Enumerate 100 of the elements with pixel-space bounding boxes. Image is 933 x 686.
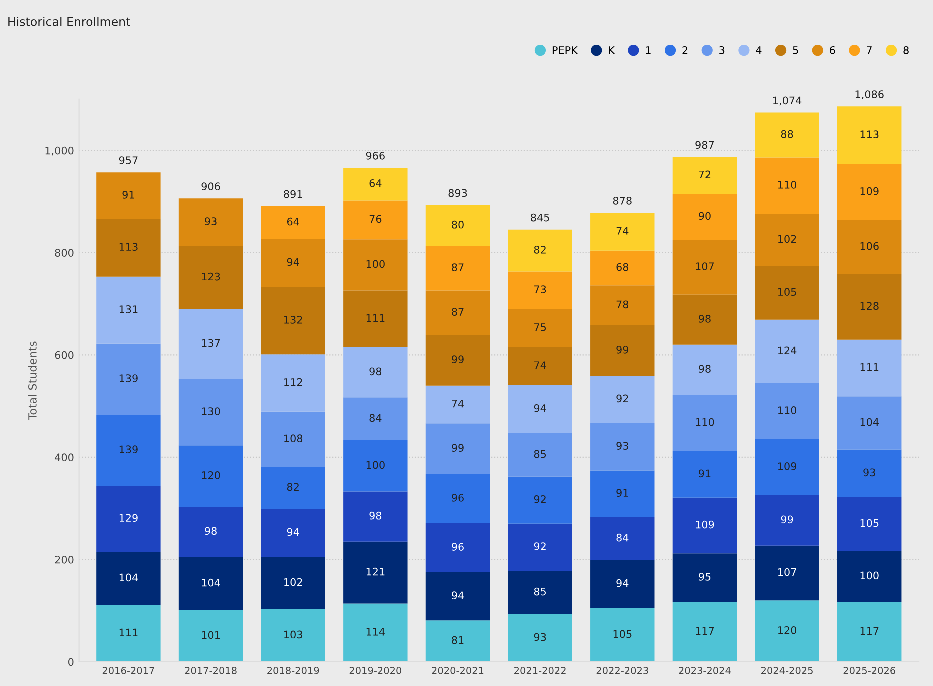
data-label: 68 xyxy=(616,263,629,272)
data-label: 99 xyxy=(781,516,794,524)
bar xyxy=(672,157,738,194)
data-label: 84 xyxy=(616,534,629,542)
data-label: 113 xyxy=(860,130,879,139)
data-label: 110 xyxy=(778,181,797,189)
bar xyxy=(178,610,244,662)
bar xyxy=(590,608,655,662)
bar xyxy=(261,467,326,510)
data-label: 104 xyxy=(860,418,879,426)
data-label: 112 xyxy=(284,378,302,386)
x-tick-label: 2016-2017 xyxy=(102,667,154,674)
data-label: 87 xyxy=(452,264,464,272)
bar xyxy=(261,412,326,468)
data-label: 110 xyxy=(778,406,797,414)
data-label: 93 xyxy=(864,468,876,477)
data-label: 99 xyxy=(452,356,464,364)
bar xyxy=(672,602,738,662)
bar xyxy=(178,379,244,446)
bar xyxy=(590,250,655,286)
bar xyxy=(672,240,738,295)
bar xyxy=(838,497,902,552)
y-axis-title: Total Students xyxy=(28,342,37,420)
bar xyxy=(344,604,408,662)
data-label: 98 xyxy=(370,368,382,376)
data-label: 82 xyxy=(287,483,299,492)
bar xyxy=(838,602,902,662)
data-label: 132 xyxy=(284,316,302,324)
bar xyxy=(96,344,161,415)
y-tick-label: 200 xyxy=(55,556,74,564)
data-label: 94 xyxy=(452,592,464,600)
bar xyxy=(344,398,408,441)
legend-label: 3 xyxy=(720,46,725,54)
data-label: 75 xyxy=(534,324,546,332)
y-tick-label: 0 xyxy=(68,658,74,666)
legend-label: 5 xyxy=(793,46,798,54)
bar xyxy=(755,495,820,546)
bar xyxy=(508,476,572,524)
bar xyxy=(672,451,738,498)
data-label: 139 xyxy=(120,446,138,454)
x-tick-label: 2021-2022 xyxy=(514,667,566,674)
bar xyxy=(178,507,244,558)
bar xyxy=(672,554,738,602)
total-label: 1,086 xyxy=(856,90,884,100)
bar xyxy=(508,230,572,272)
bar xyxy=(96,172,161,220)
total-label: 1,074 xyxy=(774,96,802,106)
data-label: 93 xyxy=(205,218,217,226)
bar xyxy=(261,287,326,355)
data-label: 111 xyxy=(120,628,138,636)
data-label: 99 xyxy=(616,346,629,354)
bar xyxy=(261,609,326,662)
data-label: 117 xyxy=(696,627,714,635)
data-label: 105 xyxy=(778,288,796,296)
bar xyxy=(344,347,408,398)
bar xyxy=(426,205,490,246)
bar xyxy=(508,385,572,434)
bar xyxy=(261,206,326,240)
data-label: 72 xyxy=(699,170,711,179)
data-label: 128 xyxy=(860,302,879,310)
bar xyxy=(426,335,490,386)
bar xyxy=(838,551,902,602)
bar xyxy=(426,620,490,662)
data-label: 96 xyxy=(452,543,464,551)
data-label: 85 xyxy=(534,588,546,596)
bar xyxy=(178,557,244,610)
bar xyxy=(344,492,408,542)
data-label: 106 xyxy=(860,242,879,250)
data-label: 74 xyxy=(534,362,546,370)
x-tick-label: 2025-2026 xyxy=(844,667,896,674)
data-label: 95 xyxy=(698,573,711,581)
bar xyxy=(590,470,655,518)
data-label: 74 xyxy=(616,227,629,235)
bar xyxy=(755,600,820,662)
bar xyxy=(426,523,490,572)
data-label: 91 xyxy=(616,489,628,498)
bar xyxy=(508,272,572,310)
data-label: 76 xyxy=(370,215,382,224)
bar xyxy=(261,239,326,288)
x-tick-label: 2024-2025 xyxy=(762,667,813,674)
bar xyxy=(590,560,655,608)
data-label: 131 xyxy=(120,306,138,314)
legend-label: K xyxy=(609,46,616,54)
data-label: 120 xyxy=(202,472,220,480)
bar xyxy=(426,246,490,291)
bar xyxy=(96,605,161,662)
data-label: 64 xyxy=(370,180,382,188)
data-label: 107 xyxy=(696,262,714,270)
total-label: 987 xyxy=(696,141,714,150)
data-label: 94 xyxy=(287,258,300,266)
data-label: 110 xyxy=(696,418,714,426)
total-label: 893 xyxy=(448,189,468,198)
bar xyxy=(261,354,326,412)
bar xyxy=(96,486,161,552)
bar xyxy=(672,294,738,345)
legend-label: 1 xyxy=(646,46,651,54)
x-tick-label: 2023-2024 xyxy=(679,667,731,674)
bar xyxy=(178,446,244,508)
bar xyxy=(838,220,902,274)
bar xyxy=(590,517,655,560)
